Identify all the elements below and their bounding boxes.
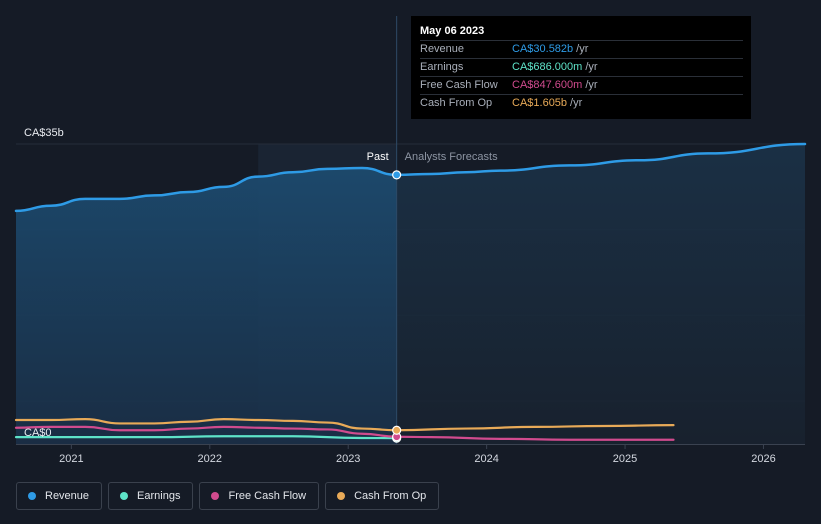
free-cash-flow-line [14, 425, 675, 441]
legend-dot-icon [337, 492, 346, 500]
revenue-area-forecast [396, 144, 805, 444]
tooltip-series-unit: /yr [576, 43, 589, 55]
legend-dot-icon [28, 492, 36, 500]
hover-tooltip: May 06 2023 Revenue CA$30.582b/yr Earnings… [411, 16, 751, 119]
tooltip-series-value: CA$847.600m [512, 79, 583, 91]
tooltip-series-name: Revenue [420, 43, 465, 55]
legend-dot-icon [211, 492, 220, 500]
legend-item-cash-from-op[interactable]: Cash From Op [325, 482, 440, 510]
series-lines [14, 142, 807, 441]
revenue-line [14, 142, 807, 213]
cash-from-op-hover-marker [392, 425, 402, 435]
tooltip-row: Free Cash Flow CA$847.600m/yr [420, 76, 743, 94]
legend-label: Earnings [137, 490, 181, 502]
legend-item-free-cash-flow[interactable]: Free Cash Flow [199, 482, 320, 510]
tooltip-row: Revenue CA$30.582b/yr [420, 40, 743, 58]
tooltip-series-value: CA$30.582b [512, 43, 574, 55]
tooltip-rows: Revenue CA$30.582b/yr Earnings CA$686.000m /… [420, 40, 743, 112]
tooltip-series-unit: /yr [570, 97, 583, 109]
chart-legend: Revenue Earnings Free Cash Flow Cash From O… [16, 482, 440, 510]
legend-label: Cash From Op [354, 490, 427, 502]
x-tick-label: 2026 [751, 453, 775, 465]
legend-label: Revenue [45, 490, 90, 502]
tooltip-row: Cash From Op CA$1.605b/yr [420, 94, 743, 112]
tooltip-date: May 06 2023 [420, 25, 485, 37]
hover-markers [392, 170, 402, 443]
legend-dot-icon [120, 492, 129, 500]
legend-label: Free Cash Flow [228, 490, 307, 502]
revenue-hover-marker [392, 170, 402, 180]
y-axis-top-label: CA$35b [24, 127, 64, 139]
cash-from-op-line [14, 418, 675, 432]
tooltip-series-name: Cash From Op [420, 97, 493, 109]
legend-item-revenue[interactable]: Revenue [16, 482, 103, 510]
tooltip-series-value: CA$686.000m [512, 61, 583, 73]
x-tick-label: 2024 [474, 453, 498, 465]
x-tick-label: 2021 [59, 453, 83, 465]
x-tick-label: 2025 [613, 453, 637, 465]
tooltip-series-name: Free Cash Flow [420, 79, 498, 91]
tooltip-series-unit: /yr [585, 61, 598, 73]
earnings-line [14, 435, 398, 440]
x-axis: 2021 2022 2023 2024 2025 2026 [59, 444, 776, 465]
zone-label-forecast: Analysts Forecasts [405, 151, 498, 163]
zone-label-past: Past [367, 151, 389, 163]
x-tick-label: 2023 [336, 453, 360, 465]
legend-item-earnings[interactable]: Earnings [108, 482, 194, 510]
tooltip-row: Earnings CA$686.000m/yr [420, 58, 743, 76]
tooltip-series-unit: /yr [585, 79, 598, 91]
y-axis-bottom-label: CA$0 [24, 427, 52, 439]
x-tick-label: 2022 [198, 453, 222, 465]
tooltip-series-name: Earnings [420, 61, 464, 73]
tooltip-series-value: CA$1.605b [512, 97, 568, 109]
revenue-area-past [16, 168, 397, 444]
